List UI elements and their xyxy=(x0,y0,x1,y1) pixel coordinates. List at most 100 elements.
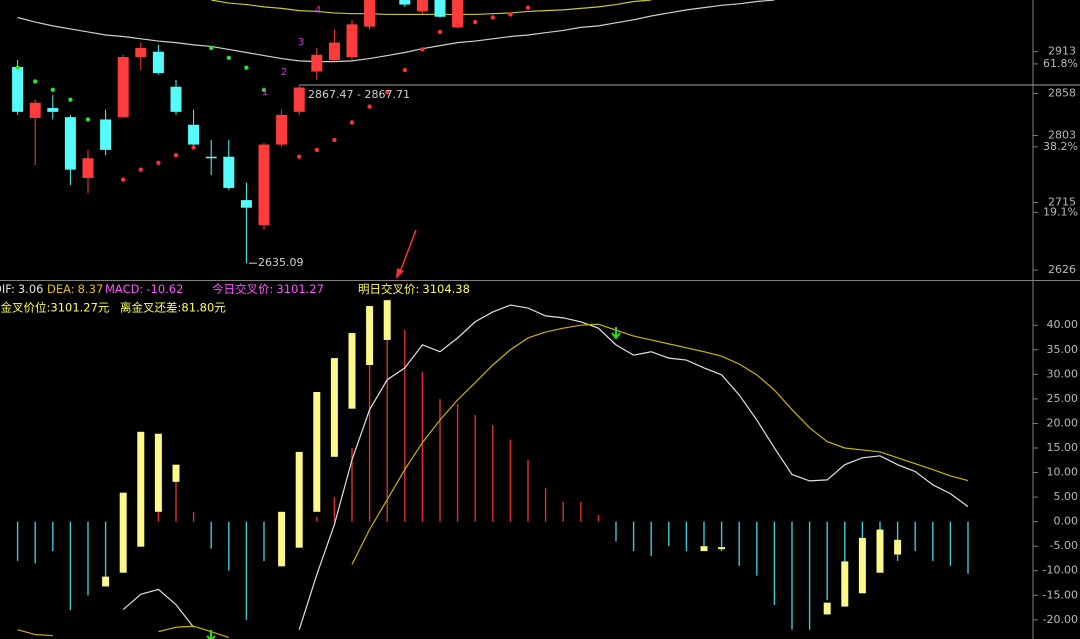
note: 离金叉还差:81.80元 xyxy=(120,301,226,315)
candle-body xyxy=(346,24,358,58)
y-tick-label: -15.00 xyxy=(1043,588,1078,601)
candle-body xyxy=(276,114,288,145)
yellow-bar xyxy=(137,431,145,547)
legend-label: DIF: xyxy=(0,282,15,296)
moving-average xyxy=(17,0,775,63)
low-annotation: 2635.09 xyxy=(258,256,304,269)
candle-body xyxy=(364,0,376,27)
sar-dot xyxy=(261,87,267,92)
candle-body xyxy=(29,102,41,118)
sar-dot xyxy=(349,120,355,125)
legend-label: MACD: xyxy=(105,282,143,296)
y-tick-label: -5.00 xyxy=(1050,539,1078,552)
arrow-head xyxy=(396,268,404,279)
candle-body xyxy=(452,0,464,28)
sar-dot xyxy=(455,22,460,27)
sar-dot xyxy=(490,15,495,20)
cross-arrow xyxy=(206,630,216,639)
legend-value: -10.62 xyxy=(146,282,183,296)
y-tick-label: 20.00 xyxy=(1047,416,1079,429)
sar-dot xyxy=(68,97,73,102)
wave-label: 1 xyxy=(262,87,268,98)
yellow-bar xyxy=(894,539,902,555)
y-tick-label: 35.00 xyxy=(1047,343,1079,356)
yellow-bar xyxy=(102,576,110,587)
y-tick-label: 10.00 xyxy=(1047,466,1079,479)
candle-body xyxy=(152,51,164,74)
y-tick-label: 2803 xyxy=(1048,128,1076,141)
yellow-bar xyxy=(313,391,321,512)
legend-item: DEA: 8.37 xyxy=(47,282,103,296)
candle-body xyxy=(293,87,305,112)
y-tick-label: 25.00 xyxy=(1047,392,1079,405)
legend-value: 8.37 xyxy=(78,282,104,296)
yellow-bar xyxy=(278,511,286,567)
y-tick-label: 0.00 xyxy=(1054,515,1079,528)
legend-value: 3101.27 xyxy=(276,282,324,296)
yellow-bar xyxy=(154,433,162,512)
yellow-bar xyxy=(823,602,831,615)
candle-body xyxy=(311,54,323,72)
macd-line xyxy=(17,629,53,637)
sar-dot xyxy=(33,79,38,84)
yellow-bar xyxy=(172,464,180,482)
sar-dot xyxy=(50,87,55,92)
legend-label: 明日交叉价: xyxy=(358,282,419,296)
sar-dot xyxy=(156,160,161,166)
arrow xyxy=(399,229,417,273)
wave-label: 2 xyxy=(281,67,287,78)
sar-dot xyxy=(332,137,337,143)
macd-line xyxy=(298,304,969,630)
y-tick-label: 2715 xyxy=(1048,195,1076,208)
legend-label: 今日交叉价: xyxy=(212,282,273,296)
yellow-bar xyxy=(348,333,356,409)
macd-panel xyxy=(16,300,969,639)
sar-dot xyxy=(508,12,513,17)
sar-dot xyxy=(226,55,231,61)
y-tick-label: -20.00 xyxy=(1043,613,1078,626)
sar-dot xyxy=(297,154,302,159)
yellow-bar xyxy=(383,300,391,340)
candle-body xyxy=(135,47,147,58)
y-tick-label: 2626 xyxy=(1048,263,1076,276)
note: 息金叉价位:3101.27元 xyxy=(0,301,110,315)
price-panel: 2867.47 - 2867.71 2635.09 1 2 3 4 xyxy=(12,0,1033,269)
sar-dot xyxy=(121,177,126,182)
yellow-bar xyxy=(295,451,303,548)
candle-body xyxy=(434,0,446,17)
sar-dot xyxy=(402,67,407,73)
candle-body xyxy=(258,144,270,226)
candle-body xyxy=(12,66,24,112)
y-tick-label: 30.00 xyxy=(1047,367,1079,380)
legend-label: DEA: xyxy=(47,282,75,296)
legend-item: 明日交叉价: 3104.38 xyxy=(358,282,470,296)
yellow-bar xyxy=(876,529,884,573)
yellow-bar xyxy=(366,306,374,365)
macd-line xyxy=(122,588,195,628)
cross-arrow xyxy=(611,327,621,340)
candle-body xyxy=(117,57,129,118)
candle-body xyxy=(82,158,94,179)
yellow-bar xyxy=(700,546,708,552)
yellow-bar xyxy=(119,492,127,573)
axes: 2913 2858 2803 2715 2626 61.8% 38.2% 19.1% 40.00… xyxy=(1033,45,1080,626)
yellow-bar xyxy=(858,537,866,594)
wave-label: 3 xyxy=(298,37,304,48)
moving-average xyxy=(211,0,652,16)
fib-tick-label: 61.8% xyxy=(1043,57,1078,70)
sar-dot xyxy=(138,167,143,172)
sar-dot xyxy=(473,19,478,25)
fib-tick-label: 38.2% xyxy=(1043,140,1078,153)
sar-dot xyxy=(191,145,196,150)
sar-dot xyxy=(385,89,390,95)
sar-dot xyxy=(15,65,20,70)
candle-body xyxy=(416,0,428,12)
fib-tick-label: 19.1% xyxy=(1043,205,1078,218)
legend-value: 3104.38 xyxy=(422,282,470,296)
yellow-bar xyxy=(330,358,338,457)
candle-body xyxy=(100,119,112,150)
legend-item: 今日交叉价: 3101.27 xyxy=(212,282,324,296)
y-tick-label: -10.00 xyxy=(1043,564,1078,577)
sar-dot xyxy=(437,29,443,35)
